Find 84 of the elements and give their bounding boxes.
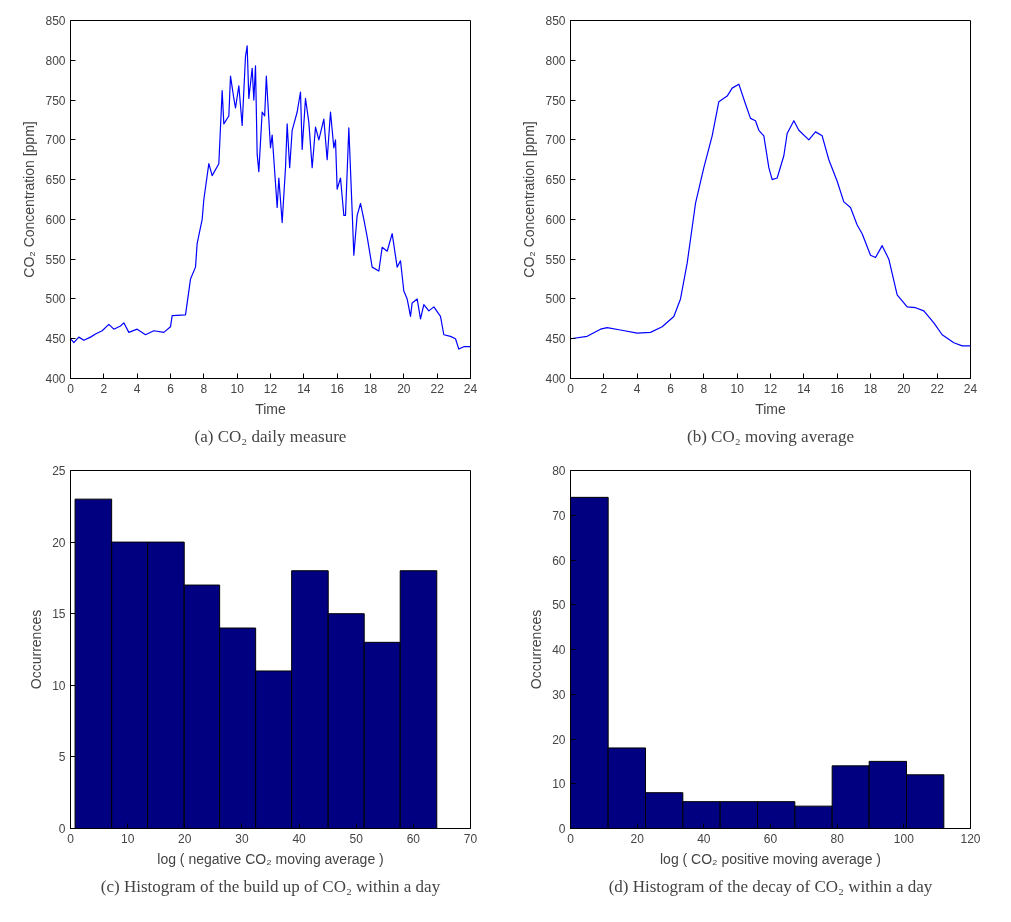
y-tick-label: 700	[45, 133, 66, 148]
x-tick-label: 8	[200, 381, 208, 396]
y-axis-title: Occurrences	[528, 609, 545, 690]
x-tick-label: 14	[797, 381, 811, 396]
x-tick-label: 10	[230, 381, 245, 396]
y-tick-label: 10	[52, 678, 66, 693]
x-tick-label: 4	[133, 381, 141, 396]
x-tick-label: 2	[600, 381, 608, 396]
x-tick-label: 70	[463, 831, 478, 846]
y-tick-label: 550	[545, 252, 566, 267]
x-tick-label: 10	[730, 381, 745, 396]
text: (c) Histogram of the build up of CO₂ within a day	[100, 876, 441, 896]
y-axis-title: CO₂ Concentration [ppm]	[521, 121, 538, 278]
y-tick-label: 0	[58, 822, 66, 836]
y-tick-label: 800	[45, 53, 66, 68]
y-tick-label: 450	[45, 332, 66, 347]
x-tick-label: 18	[363, 381, 378, 396]
x-tick-label: 8	[700, 381, 708, 396]
text: (a) CO₂ daily measure	[194, 426, 347, 446]
x-tick-label: 6	[667, 381, 675, 396]
y-tick-label: 750	[45, 93, 66, 108]
y-tick-label: 10	[552, 777, 566, 792]
y-tick-label: 70	[552, 508, 566, 523]
y-tick-label: 0	[558, 822, 566, 836]
y-tick-label: 30	[552, 687, 566, 702]
x-tick-label: 20	[897, 381, 911, 396]
x-tick-label: 2	[100, 381, 108, 396]
x-tick-label: 30	[235, 831, 249, 846]
x-tick-label: 10	[120, 831, 135, 846]
x-tick-label: 40	[697, 831, 711, 846]
text: (d) Histogram of the decay of CO₂ within a day	[608, 876, 933, 896]
y-tick-label: 50	[552, 598, 566, 613]
y-tick-label: 500	[45, 292, 66, 307]
y-tick-label: 25	[52, 464, 66, 478]
y-axis-title: Occurrences	[28, 609, 45, 690]
x-axis-title: Time	[755, 400, 787, 417]
x-tick-label: 16	[830, 381, 845, 396]
y-tick-label: 850	[545, 14, 566, 28]
x-tick-label: 50	[349, 831, 364, 846]
y-tick-label: 700	[545, 133, 566, 148]
y-tick-label: 650	[545, 173, 566, 188]
x-tick-label: 14	[297, 381, 311, 396]
x-tick-label: 20	[397, 381, 411, 396]
y-tick-label: 15	[52, 607, 66, 622]
x-axis-title: Time	[255, 400, 287, 417]
x-tick-label: 80	[830, 831, 845, 846]
y-tick-label: 40	[552, 643, 566, 657]
x-tick-label: 16	[330, 381, 345, 396]
x-tick-label: 20	[178, 831, 192, 846]
y-tick-label: 600	[545, 212, 566, 227]
x-tick-label: 100	[893, 831, 915, 846]
x-tick-label: 6	[167, 381, 175, 396]
y-axis-title: CO₂ Concentration [ppm]	[21, 121, 38, 278]
text: (b) CO₂ moving average	[687, 426, 854, 446]
x-tick-label: 60	[763, 831, 778, 846]
x-axis-title: log ( CO₂ positive moving average )	[660, 850, 881, 867]
x-tick-label: 120	[960, 831, 981, 846]
y-tick-label: 450	[545, 332, 566, 347]
x-tick-label: 12	[763, 381, 778, 396]
x-tick-label: 18	[863, 381, 878, 396]
y-tick-label: 750	[545, 93, 566, 108]
x-axis-title: log ( negative CO₂ moving average )	[157, 850, 384, 867]
y-tick-label: 800	[545, 53, 566, 68]
y-tick-label: 650	[45, 173, 66, 188]
x-tick-label: 22	[430, 381, 445, 396]
x-tick-label: 40	[292, 831, 307, 846]
x-tick-label: 24	[963, 381, 978, 396]
y-tick-label: 600	[45, 212, 66, 227]
y-tick-label: 5	[58, 750, 66, 765]
x-tick-label: 22	[930, 381, 945, 396]
y-tick-label: 400	[545, 372, 566, 386]
x-tick-label: 20	[630, 831, 645, 846]
y-tick-label: 550	[45, 252, 66, 267]
y-tick-label: 500	[545, 292, 566, 307]
y-tick-label: 80	[552, 464, 566, 478]
x-tick-label: 12	[263, 381, 278, 396]
y-tick-label: 20	[52, 535, 66, 550]
y-tick-label: 20	[552, 732, 566, 747]
y-tick-label: 400	[45, 372, 66, 386]
y-tick-label: 850	[45, 14, 66, 28]
x-tick-label: 24	[463, 381, 478, 396]
x-tick-label: 60	[406, 831, 421, 846]
y-tick-label: 60	[552, 553, 566, 568]
x-tick-label: 4	[633, 381, 641, 396]
